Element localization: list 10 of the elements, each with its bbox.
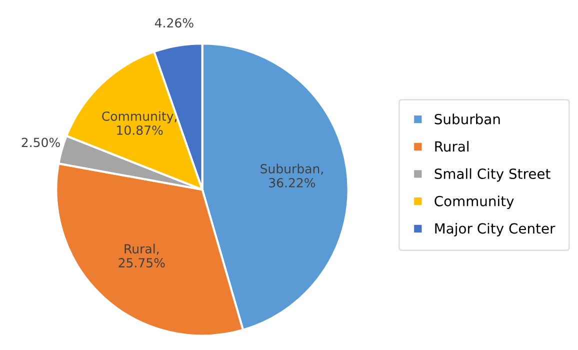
legend-label: Suburban <box>434 114 500 124</box>
data-label: 4.26% <box>154 18 194 28</box>
data-label: Suburban, 36.22% <box>260 164 323 188</box>
legend-label: Small City Street <box>434 168 550 182</box>
legend-label: Community <box>434 196 514 210</box>
legend-label: Major City Center <box>435 222 556 236</box>
data-label: Rural, 25.75% <box>118 244 165 268</box>
data-label: 2.50% <box>22 138 60 148</box>
legend-label: Rural <box>435 140 468 152</box>
data-label: Community, 10.87% <box>102 111 176 135</box>
